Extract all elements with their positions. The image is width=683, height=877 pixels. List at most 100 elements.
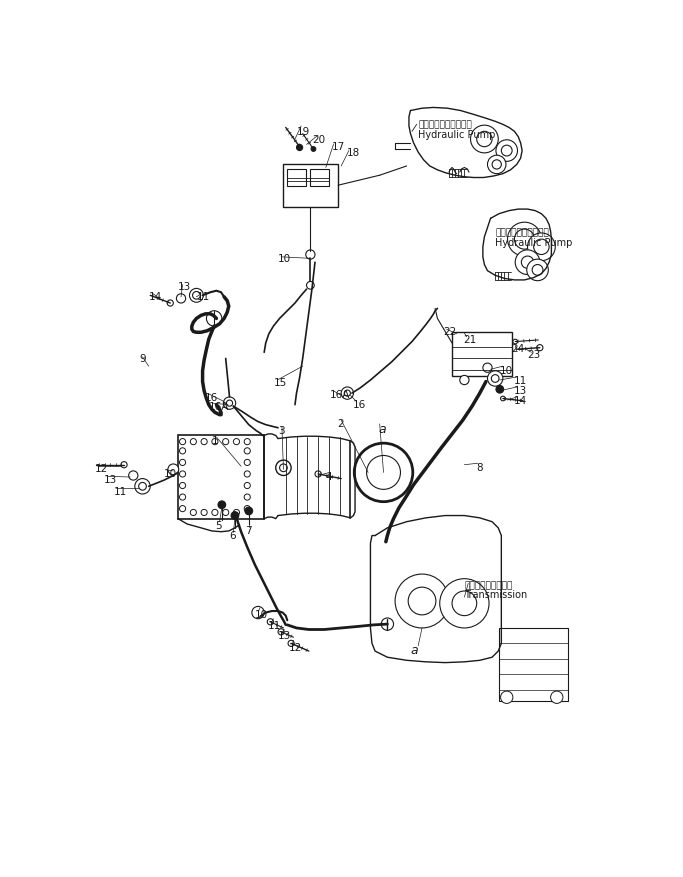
Circle shape [501,691,513,703]
Text: 3: 3 [278,425,285,435]
Circle shape [201,439,207,446]
Circle shape [227,401,233,407]
Circle shape [521,257,533,269]
Text: 9: 9 [139,353,146,364]
Text: 1: 1 [212,436,219,446]
Circle shape [201,510,207,516]
Text: 18: 18 [346,148,360,159]
Circle shape [180,460,186,466]
Text: 5: 5 [216,521,222,531]
Circle shape [515,251,540,275]
Circle shape [189,289,204,303]
Circle shape [180,448,186,454]
Text: a: a [378,423,386,436]
Circle shape [471,126,499,153]
Text: 23: 23 [527,350,541,360]
Circle shape [180,506,186,512]
Text: 16A: 16A [330,389,350,400]
Circle shape [307,282,314,289]
Text: Hydraulic Pump: Hydraulic Pump [495,238,572,247]
Text: Transmission: Transmission [464,590,528,600]
Circle shape [537,346,543,352]
Circle shape [488,371,503,387]
Circle shape [496,386,503,394]
Circle shape [507,223,542,257]
Text: 17: 17 [332,142,345,152]
Circle shape [244,506,251,512]
Circle shape [440,579,489,628]
Circle shape [231,512,239,520]
Circle shape [180,471,186,477]
Circle shape [492,160,501,170]
Text: 20: 20 [313,134,326,145]
Circle shape [180,495,186,501]
Text: 7: 7 [245,525,251,535]
Bar [288,170,306,187]
Circle shape [234,439,240,446]
Text: 15: 15 [273,377,287,388]
Text: 22: 22 [443,327,456,337]
Circle shape [279,465,288,472]
Circle shape [311,147,316,152]
Circle shape [206,311,222,327]
Text: 13: 13 [178,282,191,292]
Circle shape [483,364,492,373]
Circle shape [276,460,291,476]
Text: 6: 6 [229,531,236,540]
Text: 19: 19 [296,127,310,137]
Text: 2: 2 [337,418,344,428]
Circle shape [223,510,229,516]
Circle shape [168,465,179,475]
Circle shape [193,292,200,300]
Circle shape [139,483,146,490]
Text: 16: 16 [352,400,366,410]
Text: 13: 13 [514,386,527,396]
Text: 10: 10 [500,365,513,375]
Text: 10: 10 [164,468,177,478]
Text: 14: 14 [514,396,527,406]
Text: 13: 13 [104,474,117,484]
Text: 14: 14 [149,291,162,302]
Circle shape [223,397,236,410]
Circle shape [408,588,436,615]
Text: 8: 8 [476,462,483,472]
Bar [499,628,568,702]
Circle shape [212,510,218,516]
Circle shape [191,439,197,446]
Text: 16: 16 [205,392,218,403]
Circle shape [176,295,186,303]
Circle shape [527,233,555,261]
Text: 10: 10 [278,253,291,264]
Bar [283,165,338,208]
Circle shape [296,146,303,152]
Circle shape [491,375,499,383]
Bar [452,332,512,377]
Circle shape [267,619,273,625]
Circle shape [501,146,512,157]
Circle shape [223,439,229,446]
Text: 4: 4 [326,471,333,481]
Circle shape [344,390,350,396]
Text: 11: 11 [514,376,527,386]
Circle shape [452,591,477,616]
Circle shape [212,439,218,446]
Circle shape [533,239,549,255]
Circle shape [244,439,251,446]
Text: Hydraulic Pump: Hydraulic Pump [418,130,496,139]
Text: 11: 11 [197,291,210,302]
Text: ハイドロリックポンプ: ハイドロリックポンプ [418,121,472,130]
Circle shape [532,265,543,276]
Circle shape [342,388,354,400]
Text: 12: 12 [95,464,108,474]
Circle shape [514,230,535,250]
Text: 24: 24 [512,344,525,353]
Circle shape [354,444,413,503]
Circle shape [381,618,393,631]
Circle shape [180,439,186,446]
Circle shape [367,456,400,489]
Text: 12: 12 [289,642,302,652]
Circle shape [244,483,251,489]
Circle shape [527,260,548,282]
Circle shape [278,629,284,635]
Circle shape [306,251,315,260]
